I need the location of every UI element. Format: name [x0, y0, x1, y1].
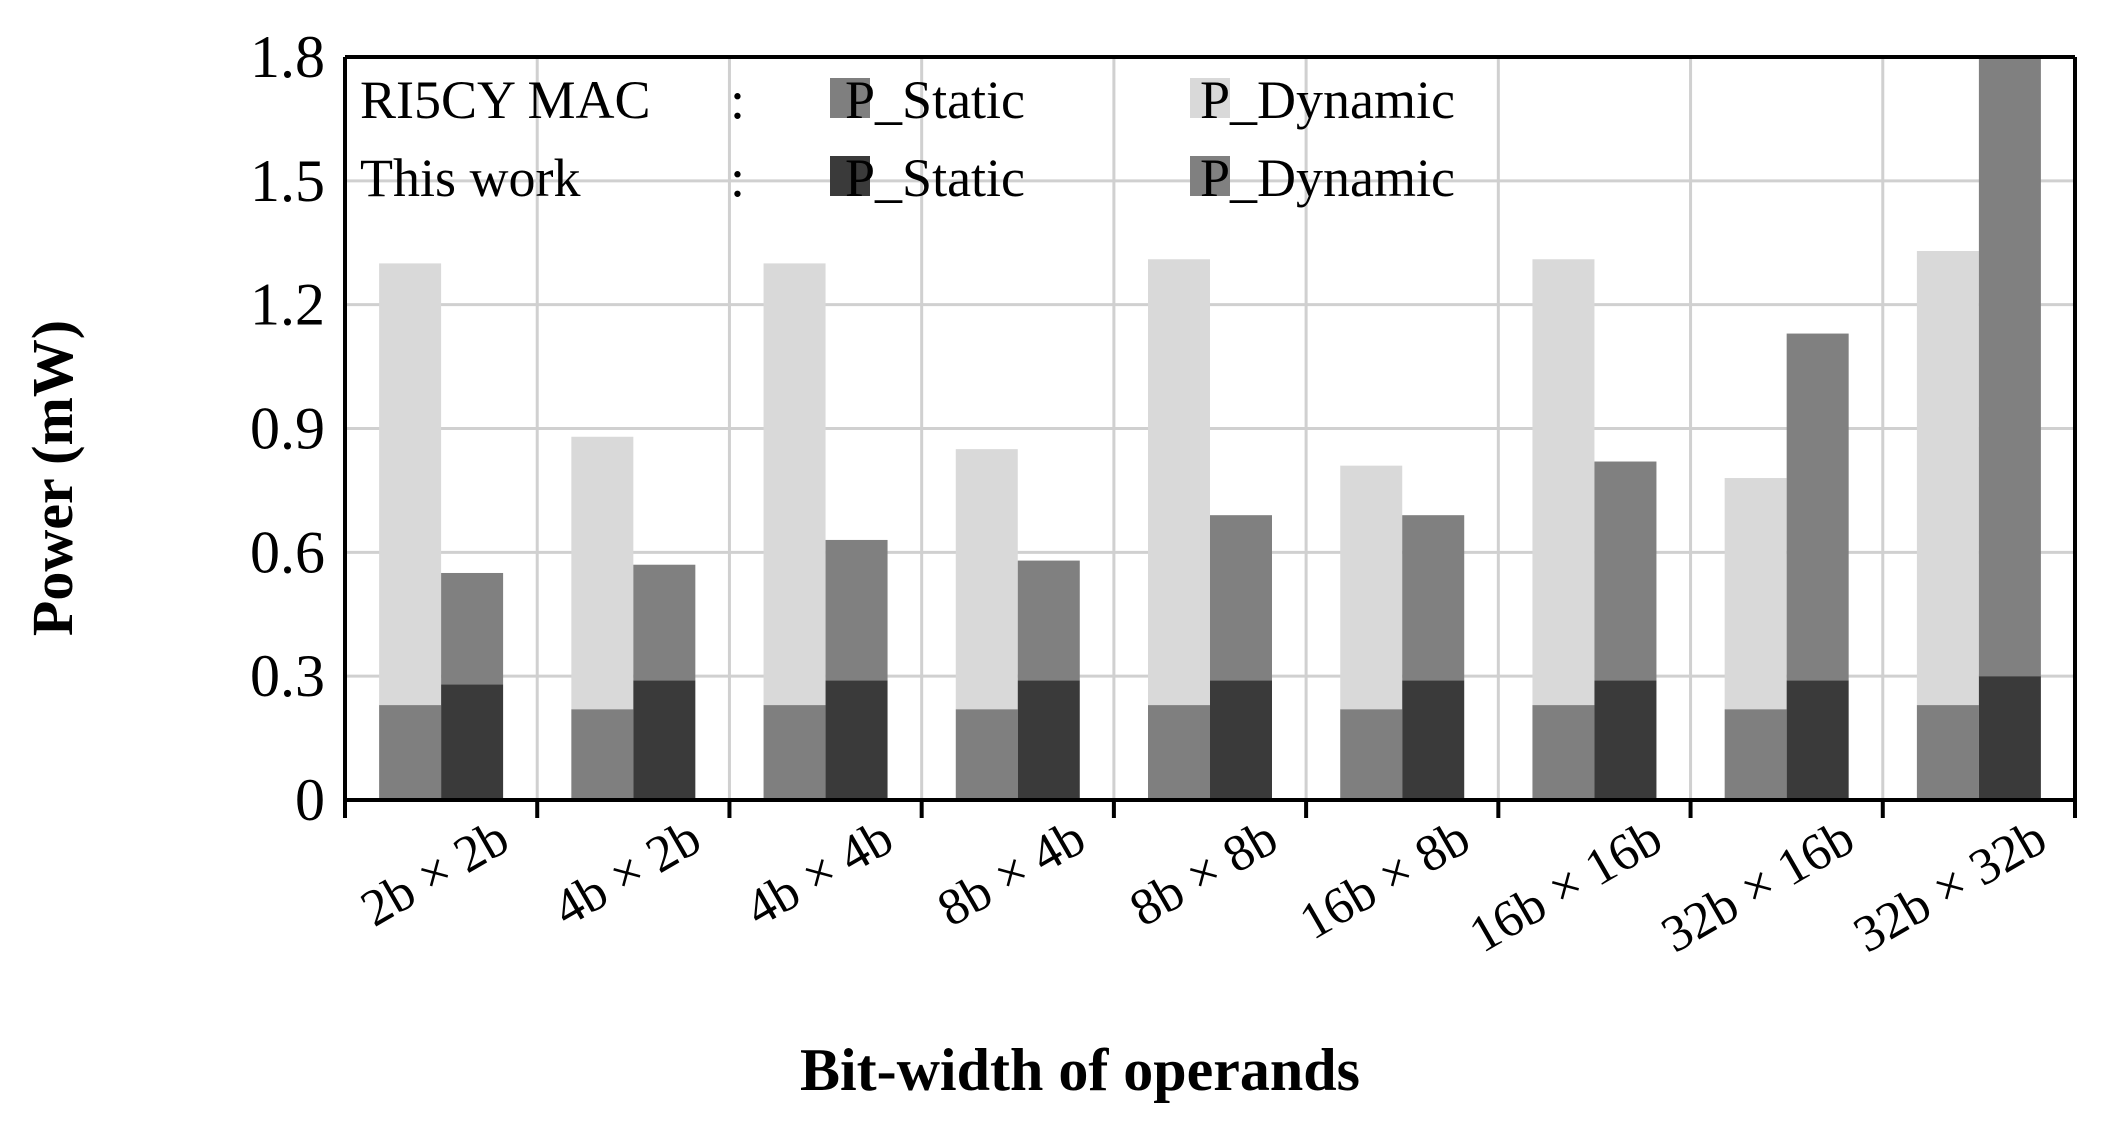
x-axis-label: Bit-width of operands: [800, 1037, 1360, 1103]
bar-this-work-static: [1594, 680, 1657, 800]
legend-group-label: This work: [360, 148, 580, 208]
y-tick-label: 1.2: [250, 272, 325, 338]
y-tick-label: 0.9: [250, 396, 325, 462]
y-tick-label: 0: [295, 767, 325, 833]
bar-ri5cy-static: [379, 705, 442, 800]
bar-ri5cy-dynamic: [571, 436, 634, 710]
x-tick-label: 4b × 4b: [736, 809, 902, 938]
bar-this-work-static: [633, 680, 696, 800]
bars: [379, 57, 2041, 800]
y-tick-label: 1.8: [250, 24, 325, 90]
bar-ri5cy-dynamic: [955, 449, 1018, 710]
bar-this-work-dynamic: [825, 539, 888, 681]
bar-ri5cy-static: [1532, 705, 1595, 800]
bar-ri5cy-static: [955, 709, 1018, 800]
bar-this-work-static: [441, 684, 504, 800]
bar-this-work-static: [825, 680, 888, 800]
legend-separator: :: [730, 70, 745, 130]
bar-this-work-dynamic: [1402, 515, 1465, 681]
bar-this-work-dynamic: [1978, 57, 2041, 677]
legend-swatch-static: [830, 78, 870, 118]
bar-this-work-dynamic: [633, 564, 696, 681]
bar-ri5cy-static: [1340, 709, 1403, 800]
bar-this-work-static: [1017, 680, 1080, 800]
bar-this-work-static: [1210, 680, 1272, 800]
bar-this-work-dynamic: [1017, 560, 1080, 681]
bar-this-work-static: [1978, 676, 2041, 800]
bar-this-work-dynamic: [1210, 515, 1272, 681]
bar-ri5cy-dynamic: [1724, 478, 1787, 710]
x-tick-label: 8b × 8b: [1121, 809, 1287, 938]
legend-swatch-static: [830, 156, 870, 196]
bar-ri5cy-dynamic: [1916, 251, 1979, 706]
legend-label-dynamic: P_Dynamic: [1200, 70, 1455, 130]
legend-swatch-dynamic: [1190, 156, 1230, 196]
y-tick-label: 0.3: [250, 643, 325, 709]
bar-this-work-dynamic: [441, 572, 504, 685]
legend-label-static: P_Static: [845, 148, 1025, 208]
bar-ri5cy-dynamic: [1340, 465, 1403, 710]
bar-ri5cy-static: [1916, 705, 1979, 800]
x-tick-label: 32b × 16b: [1652, 809, 1864, 964]
bar-this-work-static: [1786, 680, 1849, 800]
bar-this-work-static: [1402, 680, 1465, 800]
bar-ri5cy-static: [763, 705, 826, 800]
bar-ri5cy-dynamic: [763, 263, 826, 706]
x-tick-label: 16b × 8b: [1290, 809, 1479, 951]
bar-ri5cy-dynamic: [379, 263, 442, 706]
legend-separator: :: [730, 148, 745, 208]
x-tick-label: 8b × 4b: [928, 809, 1094, 938]
bar-ri5cy-dynamic: [1532, 259, 1595, 706]
x-tick-label: 2b × 2b: [352, 809, 518, 938]
bar-ri5cy-static: [1724, 709, 1787, 800]
x-tick-label: 32b × 32b: [1844, 809, 2056, 964]
bar-ri5cy-static: [1148, 705, 1210, 800]
legend-label-dynamic: P_Dynamic: [1200, 148, 1455, 208]
y-axis-label: Power (mW): [20, 320, 85, 636]
legend-group-label: RI5CY MAC: [360, 70, 651, 130]
legend: RI5CY MAC: P_Static P_Dynamic This work: P_S…: [360, 70, 1455, 208]
x-tick-label: 16b × 16b: [1460, 809, 1672, 964]
x-tick-label: 4b × 2b: [544, 809, 710, 938]
bar-ri5cy-static: [571, 709, 634, 800]
bar-this-work-dynamic: [1786, 333, 1849, 681]
y-tick-label: 1.5: [250, 148, 325, 214]
legend-swatch-dynamic: [1190, 78, 1230, 118]
y-tick-label: 0.6: [250, 519, 325, 585]
legend-label-static: P_Static: [845, 70, 1025, 130]
bar-ri5cy-dynamic: [1148, 259, 1210, 706]
bar-this-work-dynamic: [1594, 461, 1657, 681]
